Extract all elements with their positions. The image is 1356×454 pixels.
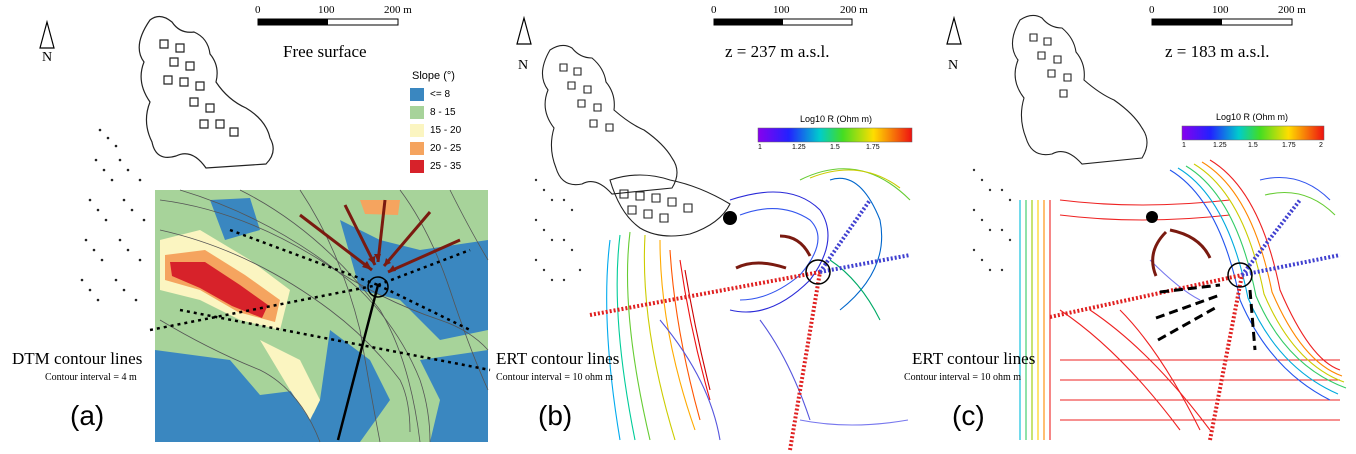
- scale-tick-0-c: 0: [1149, 4, 1155, 16]
- scale-tick-0-a: 0: [255, 4, 261, 16]
- scale-bar-b: [713, 18, 853, 26]
- legend-item: 15 - 20: [410, 124, 461, 137]
- colorbar-tick: 1.25: [1213, 142, 1227, 149]
- profile-line-a: [336, 284, 380, 441]
- panel-title-b: z = 237 m a.s.l.: [725, 42, 830, 61]
- contour-sub-b: Contour interval = 10 ohm m: [496, 372, 614, 383]
- colorbar-c: [1181, 125, 1325, 141]
- colorbar-title-c: Log10 R (Ohm m): [1216, 112, 1289, 122]
- flow-arrows-c: [1151, 228, 1212, 277]
- building-dots-a: [80, 128, 146, 302]
- sinkhole-circle-b: [805, 259, 831, 285]
- scale-tick-200-c: 200 m: [1278, 4, 1306, 16]
- scale-tick-100-a: 100: [318, 4, 335, 16]
- ert-profiles-c: [1049, 198, 1341, 441]
- flow-arrows-b: [735, 234, 812, 270]
- slope-raster: [155, 190, 488, 442]
- colorbar-tick: 1.75: [1282, 142, 1296, 149]
- contour-title-b: ERT contour lines: [496, 349, 620, 368]
- colorbar-tick: 1.5: [830, 144, 840, 151]
- scale-tick-0-b: 0: [711, 4, 717, 16]
- north-label-b: N: [518, 58, 529, 73]
- panel-letter-b: (b): [538, 400, 573, 431]
- north-label-c: N: [948, 58, 959, 73]
- colorbar-title-b: Log10 R (Ohm m): [800, 114, 873, 124]
- north-label-a: N: [42, 50, 53, 65]
- ert-profiles-b: [589, 198, 911, 451]
- colorbar-b: [757, 127, 913, 143]
- panel-letter-a: (a): [70, 400, 105, 431]
- sinkhole-circle-a: [367, 276, 389, 298]
- scale-tick-200-b: 200 m: [840, 4, 868, 16]
- building-dots-b: [534, 178, 582, 282]
- map-a: [39, 15, 491, 443]
- black-flow-arrows-c: [1155, 283, 1257, 351]
- map-c: [946, 14, 1347, 441]
- flow-arrowheads-a: [362, 254, 396, 272]
- panel-c: N 0 100 200 m z = 183 m a.s.l. Log10 R (…: [904, 0, 1356, 454]
- sinkhole-circle-c: [1227, 262, 1253, 288]
- scale-bar-c: [1151, 18, 1293, 26]
- contour-sub-a: Contour interval = 4 m: [45, 372, 137, 383]
- panel-title-a: Free surface: [283, 42, 367, 61]
- colorbar-tick: 2: [1319, 142, 1323, 149]
- north-arrow-icon: [516, 15, 532, 45]
- contour-title-c: ERT contour lines: [912, 349, 1036, 368]
- well-marker-b: [723, 211, 737, 225]
- well-marker-c: [1146, 211, 1158, 223]
- scale-tick-100-b: 100: [773, 4, 790, 16]
- buildings-c: [1011, 14, 1148, 165]
- scale-tick-100-c: 100: [1212, 4, 1229, 16]
- legend-item: 20 - 25: [410, 142, 461, 155]
- panel-b: N 0 100 200 m z = 237 m a.s.l. Log10 R (…: [496, 0, 930, 454]
- legend-title: Slope (°): [412, 70, 455, 82]
- colorbar-tick: 1: [758, 144, 762, 151]
- panel-letter-c: (c): [952, 400, 985, 431]
- legend-item: <= 8: [410, 88, 450, 101]
- ert-contours-c: [1019, 159, 1347, 440]
- flow-arrows-a: [299, 199, 461, 274]
- legend-item: 8 - 15: [410, 106, 456, 119]
- colorbar-tick: 1.25: [792, 144, 806, 151]
- colorbar-tick: 1.5: [1248, 142, 1258, 149]
- map-b: [516, 15, 913, 451]
- scale-bar-a: [257, 18, 399, 26]
- colorbar-tick: 1.75: [866, 144, 880, 151]
- buildings-a: [138, 15, 274, 169]
- building-dots-c: [972, 168, 1012, 272]
- buildings-b: [541, 44, 731, 237]
- ert-profiles-a: [149, 228, 491, 372]
- contour-sub-c: Contour interval = 10 ohm m: [904, 372, 1022, 383]
- contour-title-a: DTM contour lines: [12, 349, 143, 368]
- north-arrow-icon: [39, 19, 55, 49]
- legend-item: 25 - 35: [410, 160, 461, 173]
- north-arrow-icon: [946, 15, 962, 45]
- scale-tick-200-a: 200 m: [384, 4, 412, 16]
- colorbar-tick: 1: [1182, 142, 1186, 149]
- panel-a: N 0 100 200 m Free surface Slope (°) <= …: [0, 0, 500, 454]
- panel-title-c: z = 183 m a.s.l.: [1165, 42, 1270, 61]
- ert-contours-b: [606, 168, 911, 441]
